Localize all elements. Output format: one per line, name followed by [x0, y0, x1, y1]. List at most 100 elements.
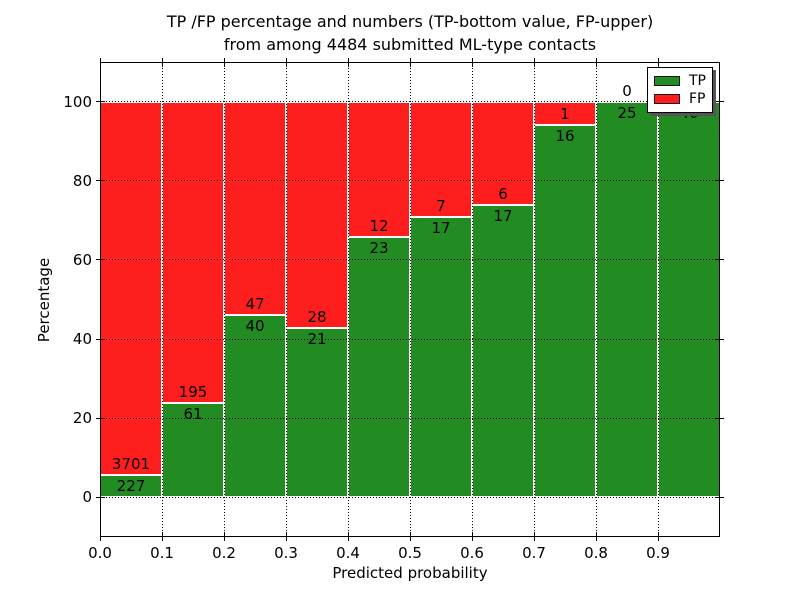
- legend-item-fp: FP: [654, 92, 706, 106]
- x-tick-mark-top: [409, 58, 411, 67]
- tp-count-label: 227: [116, 476, 146, 495]
- axis-spine-right: [719, 62, 720, 537]
- x-tick-mark-top: [285, 58, 287, 67]
- tp-count-label: 25: [617, 103, 637, 122]
- y-tick-mark: [96, 417, 105, 419]
- gridline-vertical: [595, 62, 597, 537]
- bar-segment-fp: [224, 101, 286, 316]
- legend-label-fp: FP: [689, 91, 706, 107]
- axis-spine-left: [100, 62, 101, 537]
- x-axis-label: Predicted probability: [332, 564, 488, 582]
- x-tick-mark-top: [657, 58, 659, 67]
- x-tick-mark: [347, 532, 349, 541]
- x-tick-mark-top: [533, 58, 535, 67]
- bar-segment-tp: [596, 101, 658, 498]
- x-tick-mark-top: [161, 58, 163, 67]
- gridline-vertical: [533, 62, 535, 537]
- legend: TP FP: [647, 67, 713, 113]
- bar-segment-fp: [286, 101, 348, 328]
- fp-count-label: 6: [498, 184, 508, 203]
- y-tick-label: 100: [63, 92, 92, 111]
- tp-count-label: 40: [245, 317, 265, 336]
- fp-count-label: 0: [622, 81, 632, 100]
- x-tick-label: 0.5: [398, 544, 422, 562]
- x-tick-label: 0.0: [88, 544, 112, 562]
- x-tick-label: 0.7: [522, 544, 546, 562]
- fp-count-label: 7: [436, 197, 446, 216]
- y-tick-label: 40: [72, 330, 92, 349]
- x-tick-mark-top: [223, 58, 225, 67]
- y-tick-mark-right: [715, 338, 724, 340]
- y-tick-mark-right: [715, 180, 724, 182]
- gridline-vertical: [285, 62, 287, 537]
- y-tick-label: 20: [72, 409, 92, 428]
- chart-title: TP /FP percentage and numbers (TP-bottom…: [100, 10, 720, 56]
- x-tick-mark-top: [595, 58, 597, 67]
- x-tick-mark-top: [347, 58, 349, 67]
- y-tick-mark-right: [715, 259, 724, 261]
- x-tick-label: 0.9: [646, 544, 670, 562]
- bar-segment-tp: [162, 403, 224, 498]
- y-tick-label: 60: [72, 250, 92, 269]
- y-tick-mark: [96, 101, 105, 103]
- bar-segment-tp: [348, 237, 410, 498]
- legend-item-tp: TP: [654, 74, 706, 88]
- gridline-vertical: [161, 62, 163, 537]
- bar-segment-tp: [534, 124, 596, 498]
- y-tick-mark-right: [715, 417, 724, 419]
- gridline-vertical: [471, 62, 473, 537]
- chart-title-line2: from among 4484 submitted ML-type contac…: [223, 35, 597, 54]
- x-tick-mark-top: [471, 58, 473, 67]
- x-tick-mark-top: [99, 58, 101, 67]
- tp-count-label: 23: [369, 239, 389, 258]
- x-tick-mark: [409, 532, 411, 541]
- tp-count-label: 21: [307, 329, 327, 348]
- gridline-vertical: [347, 62, 349, 537]
- x-tick-label: 0.6: [460, 544, 484, 562]
- x-tick-label: 0.4: [336, 544, 360, 562]
- x-tick-mark: [657, 532, 659, 541]
- x-tick-mark: [99, 532, 101, 541]
- fp-count-label: 195: [178, 383, 208, 402]
- legend-label-tp: TP: [689, 73, 706, 89]
- x-tick-mark: [285, 532, 287, 541]
- y-tick-mark: [96, 496, 105, 498]
- bar-segment-tp: [658, 101, 720, 498]
- fp-count-label: 47: [245, 295, 265, 314]
- tp-count-label: 17: [431, 219, 451, 238]
- y-tick-label: 0: [82, 488, 92, 507]
- x-tick-label: 0.3: [274, 544, 298, 562]
- x-tick-mark: [471, 532, 473, 541]
- bar-segment-fp: [162, 101, 224, 404]
- x-tick-mark: [161, 532, 163, 541]
- tp-count-label: 61: [183, 405, 203, 424]
- gridline-vertical: [657, 62, 659, 537]
- gridline-vertical: [409, 62, 411, 537]
- tp-count-label: 17: [493, 206, 513, 225]
- x-tick-label: 0.2: [212, 544, 236, 562]
- bar-segment-fp: [472, 101, 534, 205]
- fp-count-label: 1: [560, 104, 570, 123]
- bar-segment-tp: [472, 204, 534, 498]
- y-tick-mark-right: [715, 496, 724, 498]
- bar-segment-tp: [286, 327, 348, 498]
- x-tick-label: 0.1: [150, 544, 174, 562]
- y-tick-mark: [96, 180, 105, 182]
- tp-count-label: 16: [555, 126, 575, 145]
- fp-count-label: 12: [369, 217, 389, 236]
- y-tick-mark: [96, 338, 105, 340]
- fp-count-label: 28: [307, 307, 327, 326]
- y-tick-mark-right: [715, 101, 724, 103]
- y-tick-mark: [96, 259, 105, 261]
- tp-color-swatch: [654, 76, 680, 86]
- x-tick-mark: [533, 532, 535, 541]
- y-tick-label: 80: [72, 171, 92, 190]
- x-tick-mark: [595, 532, 597, 541]
- x-tick-mark: [223, 532, 225, 541]
- bar-segment-tp: [224, 315, 286, 498]
- x-tick-label: 0.8: [584, 544, 608, 562]
- gridline-vertical: [223, 62, 225, 537]
- fp-count-label: 3701: [111, 454, 151, 473]
- chart-title-line1: TP /FP percentage and numbers (TP-bottom…: [166, 12, 654, 31]
